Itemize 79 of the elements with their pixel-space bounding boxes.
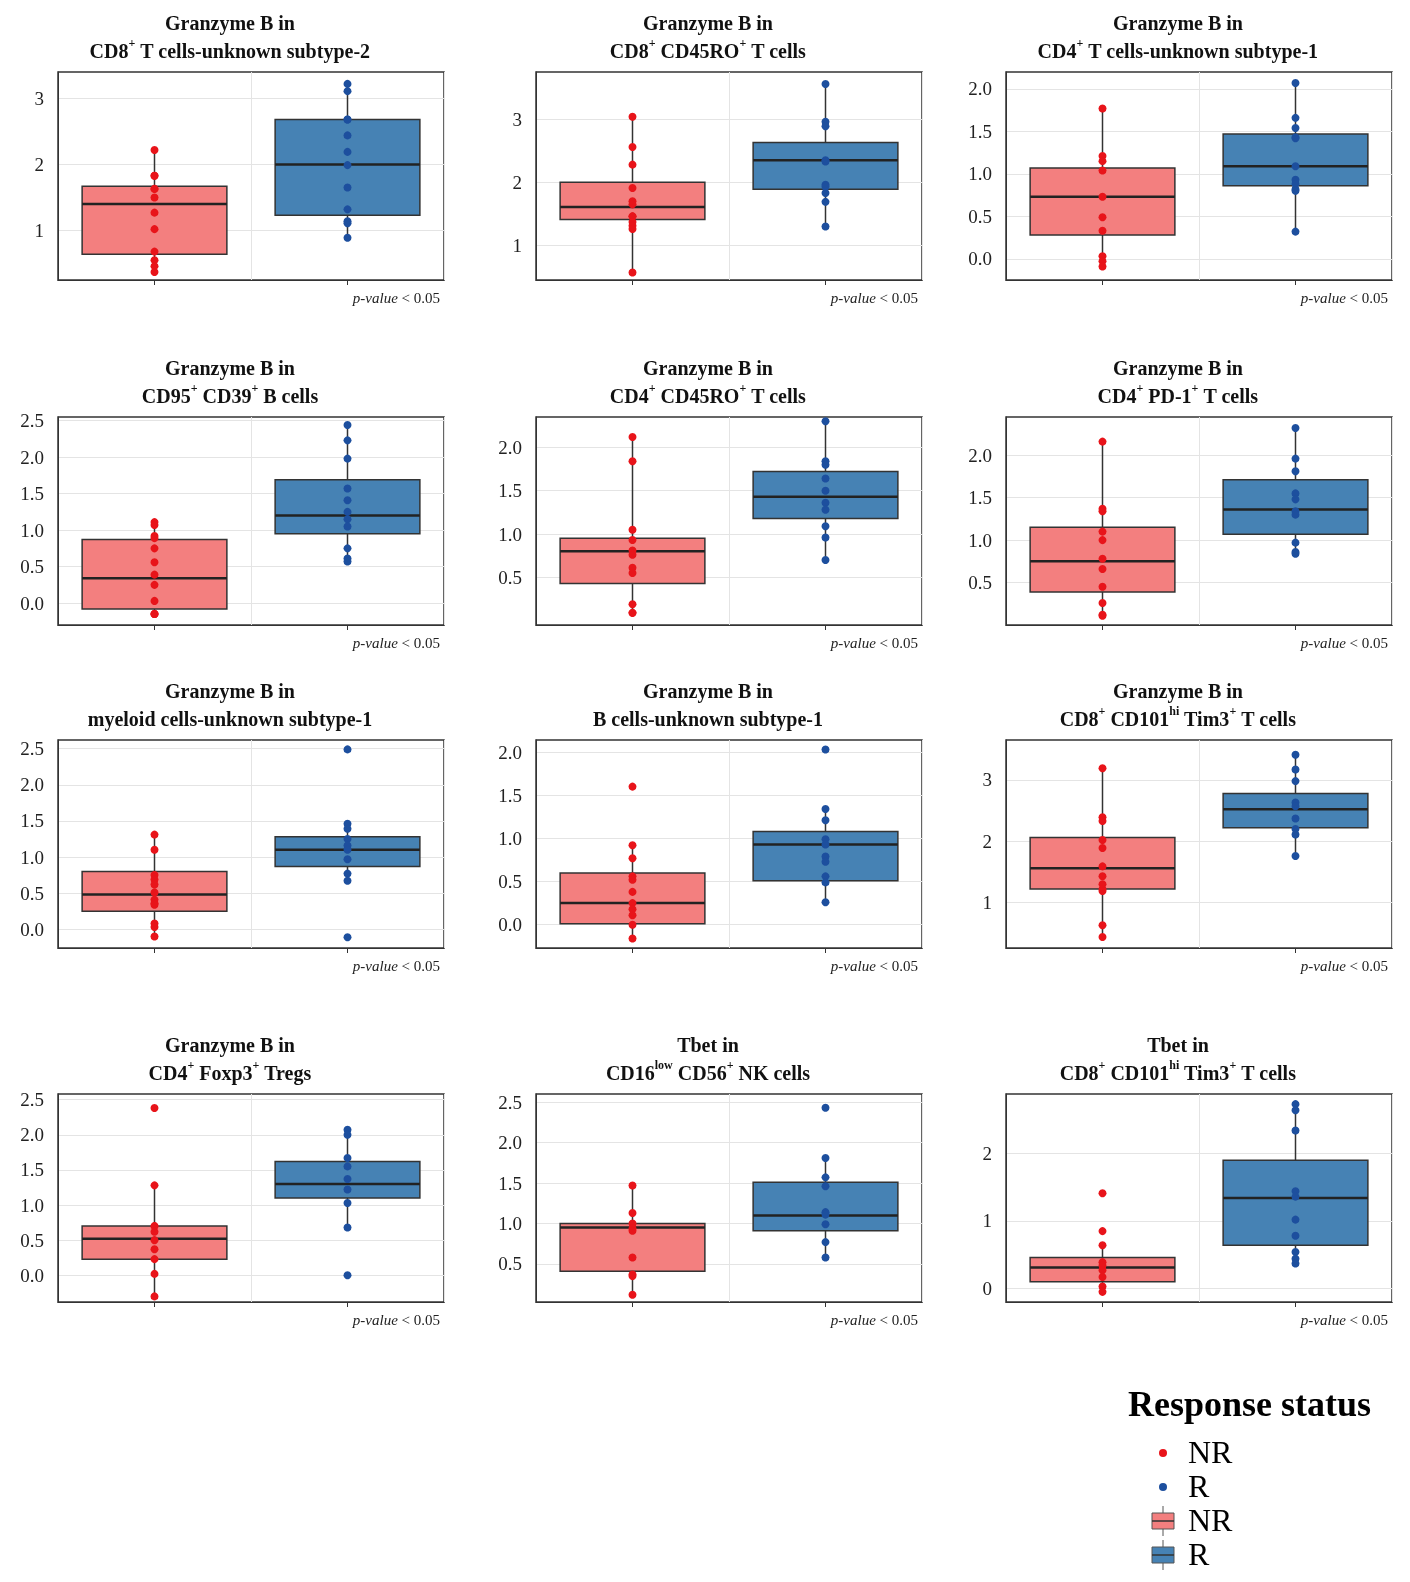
legend-label: R [1188,1536,1210,1572]
y-tick-label: 3 [34,87,44,109]
text: p-value < 0.05 [351,289,441,306]
y-tick-label: 1.5 [20,810,44,832]
text: p-value < 0.05 [351,1311,441,1328]
text: p-value < 0.05 [829,289,919,306]
y-tick-label: 0.0 [498,914,522,936]
y-tick-label: 2.5 [20,1089,44,1111]
chart-title: Granzyme B in B cells-unknown subtype-1 [592,680,824,731]
y-tick-label: 2.0 [20,774,44,796]
y-tick-label: 1.5 [498,784,522,806]
text: p-value < 0.05 [829,634,919,651]
chart-title: Granzyme B in CD4+ PD-1+ T cells [1097,357,1259,407]
y-tick-label: 0.5 [498,1253,522,1275]
y-tick-label: 2.5 [498,1091,522,1113]
y-tick-label: 0.5 [968,572,992,594]
y-tick-label: 1.5 [968,120,992,142]
y-tick-label: 2.5 [20,410,44,432]
y-tick-label: 1.0 [20,846,44,868]
legend-title: Response status [1128,1384,1372,1424]
y-tick-label: 1.0 [20,519,44,541]
y-tick-label: 1.5 [20,483,44,505]
y-tick-label: 0 [982,1277,992,1299]
chart-title: Granzyme B in CD4+ Foxp3+ Tregs [148,1034,312,1085]
y-tick-label: 0.5 [498,871,522,893]
y-tick-label: 3 [512,108,522,130]
chart-title: Granzyme B in CD4+ T cells-unknown subtype-1 [1037,12,1319,62]
y-tick-label: 2 [34,153,44,175]
y-tick-label: 1.5 [20,1159,44,1181]
text: p-value < 0.05 [1299,957,1389,974]
y-tick-label: 1.0 [20,1194,44,1216]
text: p-value < 0.05 [1299,289,1389,306]
y-tick-label: 0.5 [20,1229,44,1251]
text: p-value < 0.05 [351,634,441,651]
y-tick-label: 0.5 [498,566,522,588]
chart-title: Granzyme B in CD4+ CD45RO+ T cells [609,357,807,407]
chart-title: Granzyme B in CD95+ CD39+ B cells [141,357,319,407]
y-tick-label: 1 [512,234,522,256]
legend-label: NR [1188,1502,1234,1538]
y-tick-label: 1.5 [498,480,522,502]
y-tick-label: 2 [982,1142,992,1164]
y-tick-label: 1 [982,892,992,914]
y-tick-label: 2.0 [498,741,522,763]
text: p-value < 0.05 [829,1311,919,1328]
text: p-value < 0.05 [351,957,441,974]
y-tick-label: 0.0 [968,248,992,270]
y-tick-label: 2.0 [498,436,522,458]
y-tick-label: 1 [982,1210,992,1232]
chart-title: Granzyme B in myeloid cells-unknown subtype-1 [87,680,373,731]
y-tick-label: 1.0 [498,827,522,849]
y-tick-label: 2 [512,171,522,193]
y-tick-label: 1.0 [498,523,522,545]
y-tick-label: 1 [34,219,44,241]
y-tick-label: 0.0 [20,918,44,940]
y-tick-label: 1.0 [968,529,992,551]
y-tick-label: 0.0 [20,1264,44,1286]
y-tick-label: 3 [982,769,992,791]
y-tick-label: 0.5 [20,556,44,578]
y-tick-label: 2 [982,830,992,852]
text: p-value < 0.05 [1299,1311,1389,1328]
y-tick-label: 0.0 [20,592,44,614]
y-tick-label: 1.5 [498,1172,522,1194]
text: R [1188,1468,1210,1504]
y-tick-label: 0.5 [20,882,44,904]
text: p-value < 0.05 [829,957,919,974]
y-tick-label: 2.0 [968,444,992,466]
y-tick-label: 2.0 [20,446,44,468]
y-tick-label: 2.0 [968,78,992,100]
y-tick-label: 1.5 [968,487,992,509]
chart-title: Granzyme B in CD8+ CD45RO+ T cells [609,12,807,62]
text: p-value < 0.05 [1299,634,1389,651]
chart-title: Granzyme B in CD8+ T cells-unknown subtype-2 [89,12,371,62]
y-tick-label: 0.5 [968,205,992,227]
text: NR [1188,1434,1233,1470]
y-tick-label: 2.5 [20,738,44,760]
y-tick-label: 1.0 [498,1212,522,1234]
y-tick-label: 2.0 [20,1124,44,1146]
y-tick-label: 1.0 [968,163,992,185]
y-tick-label: 2.0 [498,1132,522,1154]
